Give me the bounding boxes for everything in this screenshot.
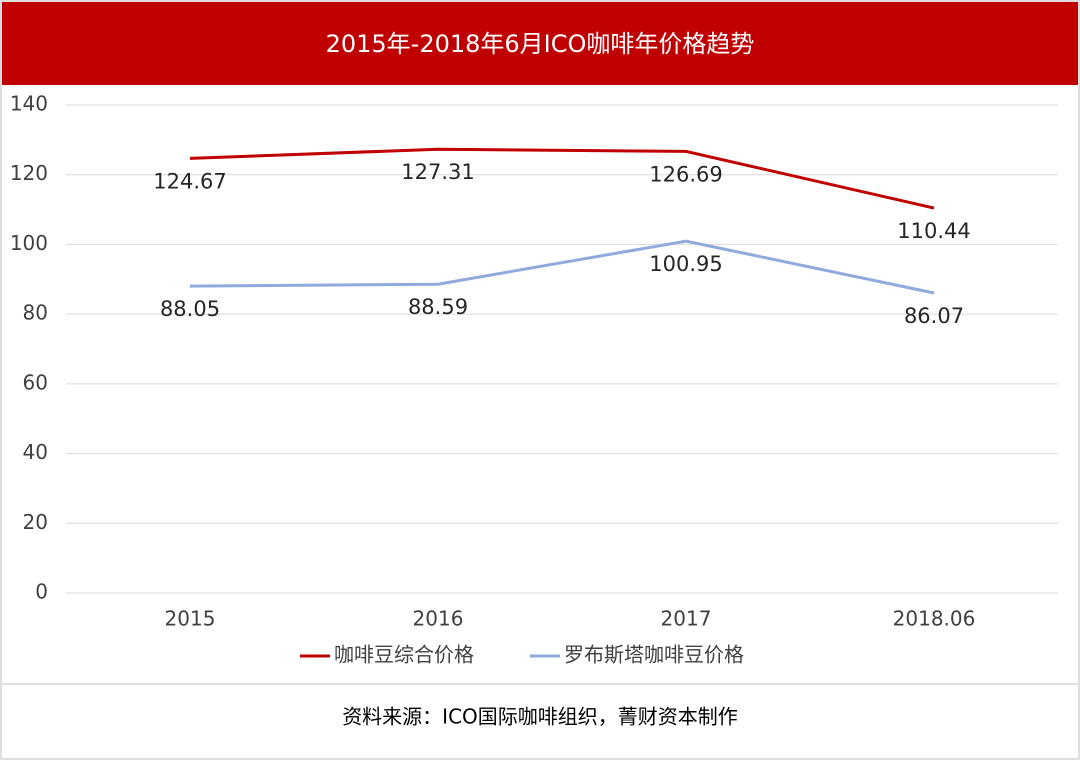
data-label: 100.95 (649, 252, 722, 276)
y-tick-label: 0 (35, 580, 48, 604)
source-note: 资料来源：ICO国际咖啡组织，菁财资本制作 (342, 705, 738, 729)
title-band (2, 2, 1078, 85)
x-tick-label: 2016 (413, 607, 464, 631)
data-label: 126.69 (649, 162, 722, 186)
y-tick-label: 120 (10, 161, 48, 185)
legend-label: 咖啡豆综合价格 (334, 643, 474, 667)
y-tick-label: 80 (23, 301, 48, 325)
y-tick-label: 40 (23, 440, 48, 464)
series-line (189, 147, 935, 210)
y-tick-label: 100 (10, 231, 48, 255)
data-label: 127.31 (401, 160, 474, 184)
data-label: 88.05 (160, 297, 220, 321)
x-tick-label: 2015 (165, 607, 216, 631)
chart-title: 2015年-2018年6月ICO咖啡年价格趋势 (326, 30, 755, 58)
series-line (189, 239, 935, 295)
x-tick-label: 2017 (661, 607, 712, 631)
data-label: 110.44 (897, 219, 970, 243)
y-tick-label: 60 (23, 370, 48, 394)
y-tick-label: 20 (23, 510, 48, 534)
x-tick-label: 2018.06 (893, 607, 976, 631)
data-label: 88.59 (408, 295, 468, 319)
data-label: 86.07 (904, 304, 964, 328)
data-label: 124.67 (153, 169, 226, 193)
legend-label: 罗布斯塔咖啡豆价格 (564, 643, 744, 667)
y-tick-label: 140 (10, 92, 48, 116)
